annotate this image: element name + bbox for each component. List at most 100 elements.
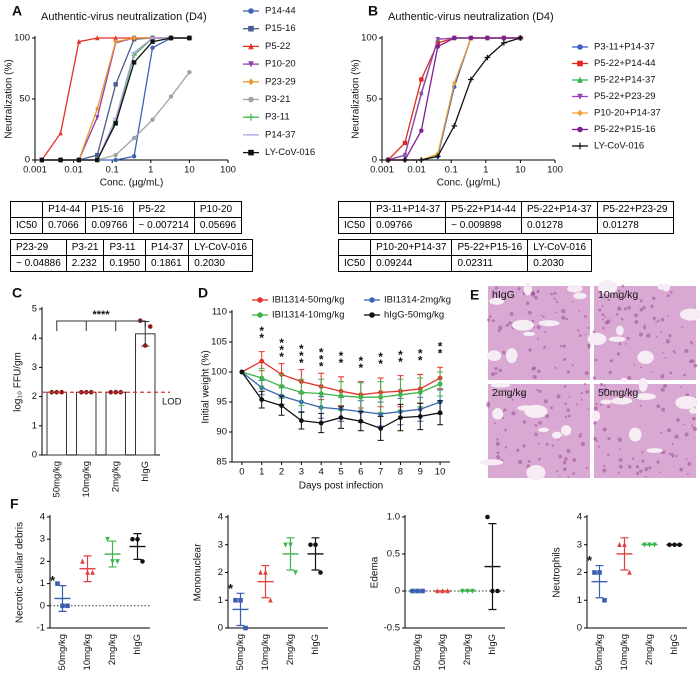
y-tick-label: 0.5: [387, 549, 400, 560]
x-tick-label: 100: [547, 165, 563, 176]
significance-star: *: [418, 354, 423, 368]
tissue-texture: [531, 367, 536, 371]
table-cell: P3-21: [65, 239, 105, 256]
table-cell: 0.09244: [370, 255, 453, 272]
significance-star: *: [299, 356, 304, 370]
y-axis-label: log₁₀ FFU/gm: [13, 352, 24, 412]
tissue-space: [661, 283, 671, 292]
x-tick-label: 1: [483, 165, 488, 176]
table-header-row: P14-44 P15-16 P5-22 P10-20: [9, 201, 243, 218]
legend-marker: [248, 61, 254, 68]
tissue-texture: [609, 359, 613, 363]
tissue-texture: [595, 440, 598, 443]
data-point: [131, 154, 137, 159]
data-point: [485, 35, 490, 41]
tissue-texture: [657, 319, 660, 323]
y-tick-label: 4: [40, 512, 45, 523]
tissue-space: [634, 393, 657, 401]
x-tick-label: 2mg/kg: [285, 634, 296, 665]
tissue-texture: [562, 344, 566, 348]
y-tick-label: 0: [40, 600, 45, 611]
significance-star: *: [378, 357, 383, 371]
tissue-texture: [635, 465, 640, 469]
significance-star: *: [279, 350, 284, 364]
table-cell: P3-11: [103, 239, 147, 256]
legend-label: P5-22+P23-29: [594, 91, 656, 102]
data-point: [168, 94, 174, 99]
legend-label: P3-11+P14-37: [594, 42, 655, 53]
curve: [41, 37, 190, 161]
x-tick-label: 3: [299, 467, 304, 478]
tissue-texture: [543, 399, 548, 404]
tissue-texture: [627, 375, 632, 380]
tissue-texture: [486, 403, 491, 408]
y-tick-label: 50: [19, 94, 30, 105]
data-point: [80, 558, 85, 564]
tissue-texture: [502, 416, 505, 420]
tissue-texture: [639, 307, 644, 312]
tissue-texture: [555, 311, 558, 314]
y-tick-label: -1: [37, 623, 45, 634]
data-point: [592, 570, 597, 575]
tissue-texture: [533, 295, 538, 300]
x-tick-label: 0.1: [445, 165, 458, 176]
data-point: [437, 410, 443, 416]
legend-marker: [248, 43, 254, 50]
data-point: [76, 38, 82, 44]
legend-label: P3-11: [265, 112, 290, 123]
tissue-texture: [617, 437, 622, 442]
tissue-texture: [566, 408, 570, 412]
tissue-texture: [583, 382, 587, 386]
bar: [105, 391, 126, 456]
legend-label: hIgG-50mg/kg: [384, 310, 444, 321]
tissue-space: [611, 397, 633, 405]
tissue-texture: [621, 284, 625, 288]
data-point: [451, 123, 458, 129]
data-point: [308, 542, 313, 548]
data-point: [113, 152, 118, 158]
tissue-space: [517, 405, 535, 411]
tissue-texture: [511, 411, 516, 416]
table-cell: LY-CoV-016: [188, 239, 254, 256]
tissue-texture: [669, 371, 673, 375]
significance-star: *: [299, 349, 304, 363]
curve: [41, 37, 190, 161]
tissue-texture: [522, 444, 526, 448]
tissue-texture: [642, 305, 646, 310]
data-point: [435, 40, 441, 46]
tissue-texture: [594, 358, 598, 362]
data-point: [263, 569, 268, 575]
data-point: [652, 542, 657, 548]
data-point: [485, 514, 490, 520]
tissue-texture: [617, 306, 622, 311]
legend-marker: [248, 149, 254, 156]
data-point: [445, 588, 450, 594]
significance-star: *: [279, 343, 284, 357]
y-tick-label: 3: [40, 534, 45, 545]
tissue-texture: [585, 333, 587, 336]
tissue-texture: [617, 289, 621, 293]
tissue-texture: [686, 473, 689, 475]
y-tick-label: 3: [218, 539, 223, 550]
legend-label: IBI1314-10mg/kg: [272, 310, 344, 321]
y-tick-label: 0: [32, 450, 37, 461]
y-tick-label: 5: [32, 304, 37, 315]
tissue-texture: [618, 458, 623, 462]
data-point: [440, 588, 445, 594]
tissue-texture: [568, 395, 571, 398]
data-point: [233, 597, 238, 603]
x-tick-label: 50mg/kg: [594, 634, 605, 670]
tissue-space: [689, 407, 698, 414]
data-point: [470, 588, 475, 594]
significance-star: *: [279, 336, 284, 350]
table-cell: LY-CoV-016: [527, 239, 593, 256]
y-tick-label: 2: [40, 556, 45, 567]
data-point: [288, 542, 293, 548]
tissue-space: [523, 282, 532, 296]
legend-marker: [248, 25, 254, 32]
tissue-texture: [577, 329, 580, 332]
tissue-texture: [578, 434, 582, 438]
tissue-texture: [536, 325, 541, 330]
tissue-texture: [563, 358, 567, 362]
data-point: [259, 375, 265, 381]
